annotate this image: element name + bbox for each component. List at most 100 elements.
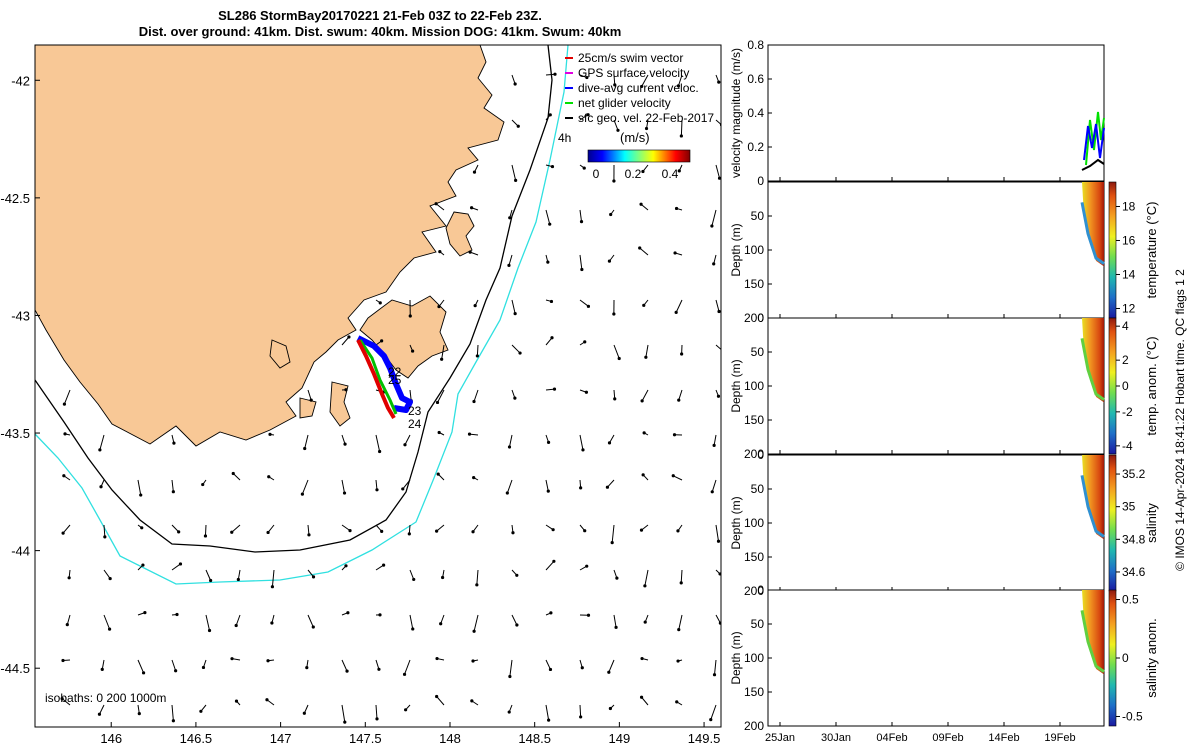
velocity-arrow-head — [612, 312, 616, 316]
velocity-arrow — [511, 164, 517, 181]
surface-velocity-line — [1081, 158, 1105, 171]
velocity-arrow-head — [412, 577, 416, 582]
velocity-arrow-head — [612, 179, 616, 183]
velocity-arrow-head — [716, 394, 721, 398]
velocity-arrow — [639, 247, 649, 256]
map-x-tick-label: 148 — [439, 731, 461, 746]
velocity-arrow — [476, 344, 479, 356]
panel-y-tick-label: 150 — [744, 413, 764, 427]
velocity-arrow — [341, 704, 346, 723]
velocity-arrow-head — [435, 656, 439, 661]
panel-y-tick-label: 150 — [744, 277, 764, 291]
velocity-arrow — [301, 479, 309, 495]
velocity-arrow — [710, 704, 717, 720]
velocity-arrow-head — [513, 312, 517, 316]
velocity-arrow-head — [552, 559, 556, 563]
velocity-arrow — [62, 524, 71, 534]
velocity-arrow-head — [582, 166, 586, 170]
legend-label: 25cm/s swim vector — [578, 51, 683, 65]
velocity-arrow-head — [230, 530, 234, 534]
velocity-arrow-head — [207, 628, 212, 633]
panel-y-tick-label: 0.4 — [747, 106, 764, 120]
velocity-arrow — [137, 659, 145, 674]
velocity-arrow-head — [437, 430, 441, 435]
velocity-arrow — [715, 524, 719, 542]
velocity-arrow-head — [513, 396, 517, 400]
velocity-arrow-head — [712, 443, 716, 447]
velocity-arrow-head — [472, 629, 476, 633]
velocity-arrow — [613, 614, 617, 628]
panel-0: 0.8 0.6 0.4 0.2 0 velocity magnitude (m/s) — [729, 38, 1105, 188]
track-net-glider — [358, 339, 398, 415]
figure-title: SL286 StormBay20170221 21-Feb 03Z to 22-… — [0, 8, 760, 40]
velocity-arrow — [402, 479, 411, 490]
velocity-arrow-head — [513, 82, 517, 86]
panel-y-tick-label: 100 — [744, 243, 764, 257]
panel-y-tick-label: 50 — [751, 482, 765, 496]
velocity-arrow — [641, 696, 649, 706]
panel-y-tick-label: 150 — [744, 550, 764, 564]
velocity-arrow-head — [343, 442, 347, 446]
panel-frame — [767, 44, 1105, 182]
velocity-arrow-head — [516, 124, 520, 128]
section-heatmap — [1082, 455, 1104, 540]
velocity-arrow-head — [674, 206, 679, 211]
velocity-arrow-head — [435, 694, 439, 699]
velocity-arrow-head — [585, 564, 589, 568]
velocity-arrow-head — [719, 123, 721, 127]
velocity-arrow-head — [141, 671, 146, 675]
velocity-arrow-head — [404, 708, 408, 712]
section-edge — [1080, 202, 1105, 265]
colorbar-tick-label: 12 — [1122, 301, 1136, 315]
velocity-arrow-head — [710, 490, 714, 494]
velocity-arrow-head — [300, 492, 305, 496]
velocity-arrow — [375, 434, 381, 452]
legend-label: net glider velocity — [578, 96, 671, 110]
map-x-tick-label: 146.5 — [180, 731, 213, 746]
velocity-arrow — [613, 74, 616, 85]
velocity-arrow-head — [100, 667, 104, 671]
panel-y-tick-label: 0 — [757, 448, 764, 462]
velocity-arrow-head — [640, 399, 644, 403]
velocity-arrow-head — [718, 572, 721, 576]
velocity-arrow — [307, 614, 314, 628]
velocity-arrow-head — [62, 474, 66, 478]
velocity-arrow-head — [141, 563, 145, 567]
map-axes: 146 146.5 147 147.5 148 148.5 149 149.5 -42 -42.5… — [0, 73, 720, 746]
velocity-arrow-head — [348, 529, 352, 533]
section-heatmap — [1082, 182, 1104, 267]
velocity-arrow-head — [174, 669, 178, 673]
panel-y-tick-label: 0.8 — [747, 38, 764, 52]
velocity-arrow — [137, 479, 142, 496]
velocity-arrow-head — [98, 448, 102, 452]
velocity-arrow — [205, 614, 211, 631]
section-edge — [1080, 475, 1105, 538]
velocity-arrow — [409, 389, 412, 401]
speed-colorbar — [587, 149, 691, 163]
velocity-arrow — [204, 524, 207, 536]
velocity-arrow — [579, 299, 589, 307]
velocity-arrow — [341, 479, 346, 494]
velocity-arrow-head — [507, 710, 511, 714]
velocity-arrow-head — [137, 712, 141, 716]
velocity-arrow-head — [677, 398, 681, 402]
velocity-arrow-head — [548, 113, 552, 117]
velocity-arrow — [171, 479, 174, 492]
isobath-200m — [35, 45, 553, 553]
velocity-arrow — [171, 563, 181, 571]
panel-2: 0 50 100 150 200 Depth (m) 4 2 0 -2 -4 temp. anom. … — [729, 311, 1159, 461]
velocity-arrow — [307, 389, 312, 401]
section-edge — [1080, 338, 1105, 401]
velocity-arrow — [473, 389, 479, 402]
velocity-arrow-head — [672, 433, 677, 437]
velocity-arrow-head — [61, 658, 65, 663]
velocity-arrow-head — [586, 613, 591, 617]
panel-y-tick-label: 150 — [744, 685, 764, 699]
section-heatmap — [1082, 318, 1104, 403]
isobaths-label: isobaths: 0 200 1000m — [45, 691, 166, 705]
velocity-arrow-head — [673, 251, 677, 255]
legend-label: sfc geo. vel. 22-Feb-2017 — [578, 111, 714, 125]
velocity-arrow-head — [402, 672, 407, 676]
velocity-arrow-head — [411, 349, 415, 353]
